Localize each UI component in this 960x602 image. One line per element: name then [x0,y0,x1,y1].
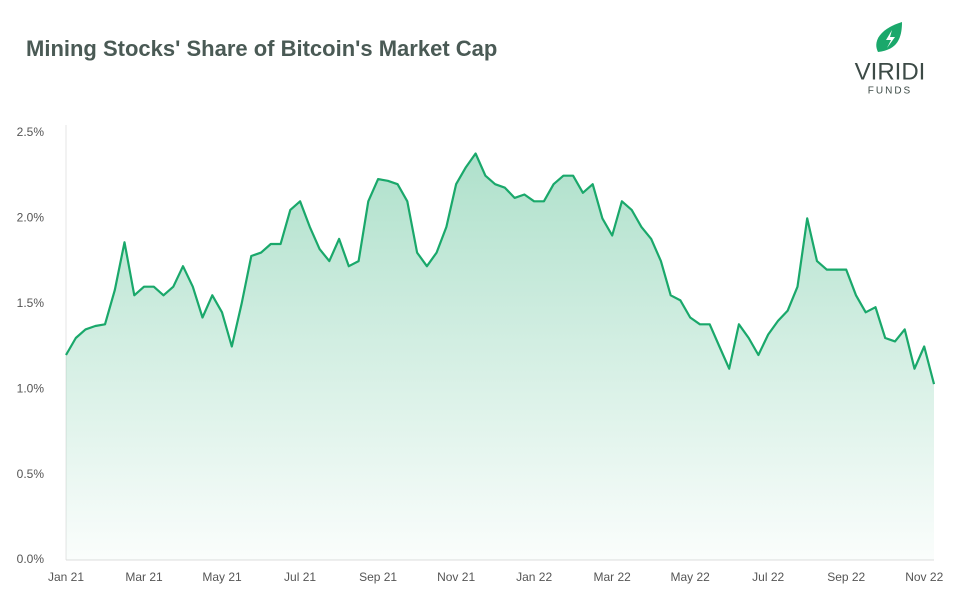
x-tick-label: Nov 21 [437,570,475,584]
x-tick-label: Sep 22 [827,570,865,584]
y-tick-label: 2.0% [17,211,45,225]
x-tick-label: Sep 21 [359,570,397,584]
x-tick-label: May 22 [671,570,711,584]
y-tick-label: 0.0% [17,552,45,566]
y-tick-label: 0.5% [17,467,45,481]
chart-title: Mining Stocks' Share of Bitcoin's Market… [26,36,497,61]
line [65,152,936,385]
logo-bolt [886,30,895,48]
x-tick-label: Mar 22 [593,570,631,584]
x-tick-label: Jan 22 [516,570,552,584]
y-tick-label: 2.5% [17,125,45,139]
logo: VIRIDI FUNDS [855,22,926,97]
y-tick-label: 1.0% [17,381,45,395]
logo-name: VIRIDI [855,58,926,85]
x-tick-label: Jul 21 [284,570,316,584]
x-tick-label: Jan 21 [48,570,84,584]
logo-sub: FUNDS [868,86,912,97]
x-tick-label: Mar 21 [125,570,163,584]
y-tick-label: 1.5% [17,296,45,310]
area-fill [66,153,934,560]
x-tick-label: May 21 [202,570,242,584]
x-tick-label: Nov 22 [905,570,943,584]
x-tick-label: Jul 22 [752,570,784,584]
